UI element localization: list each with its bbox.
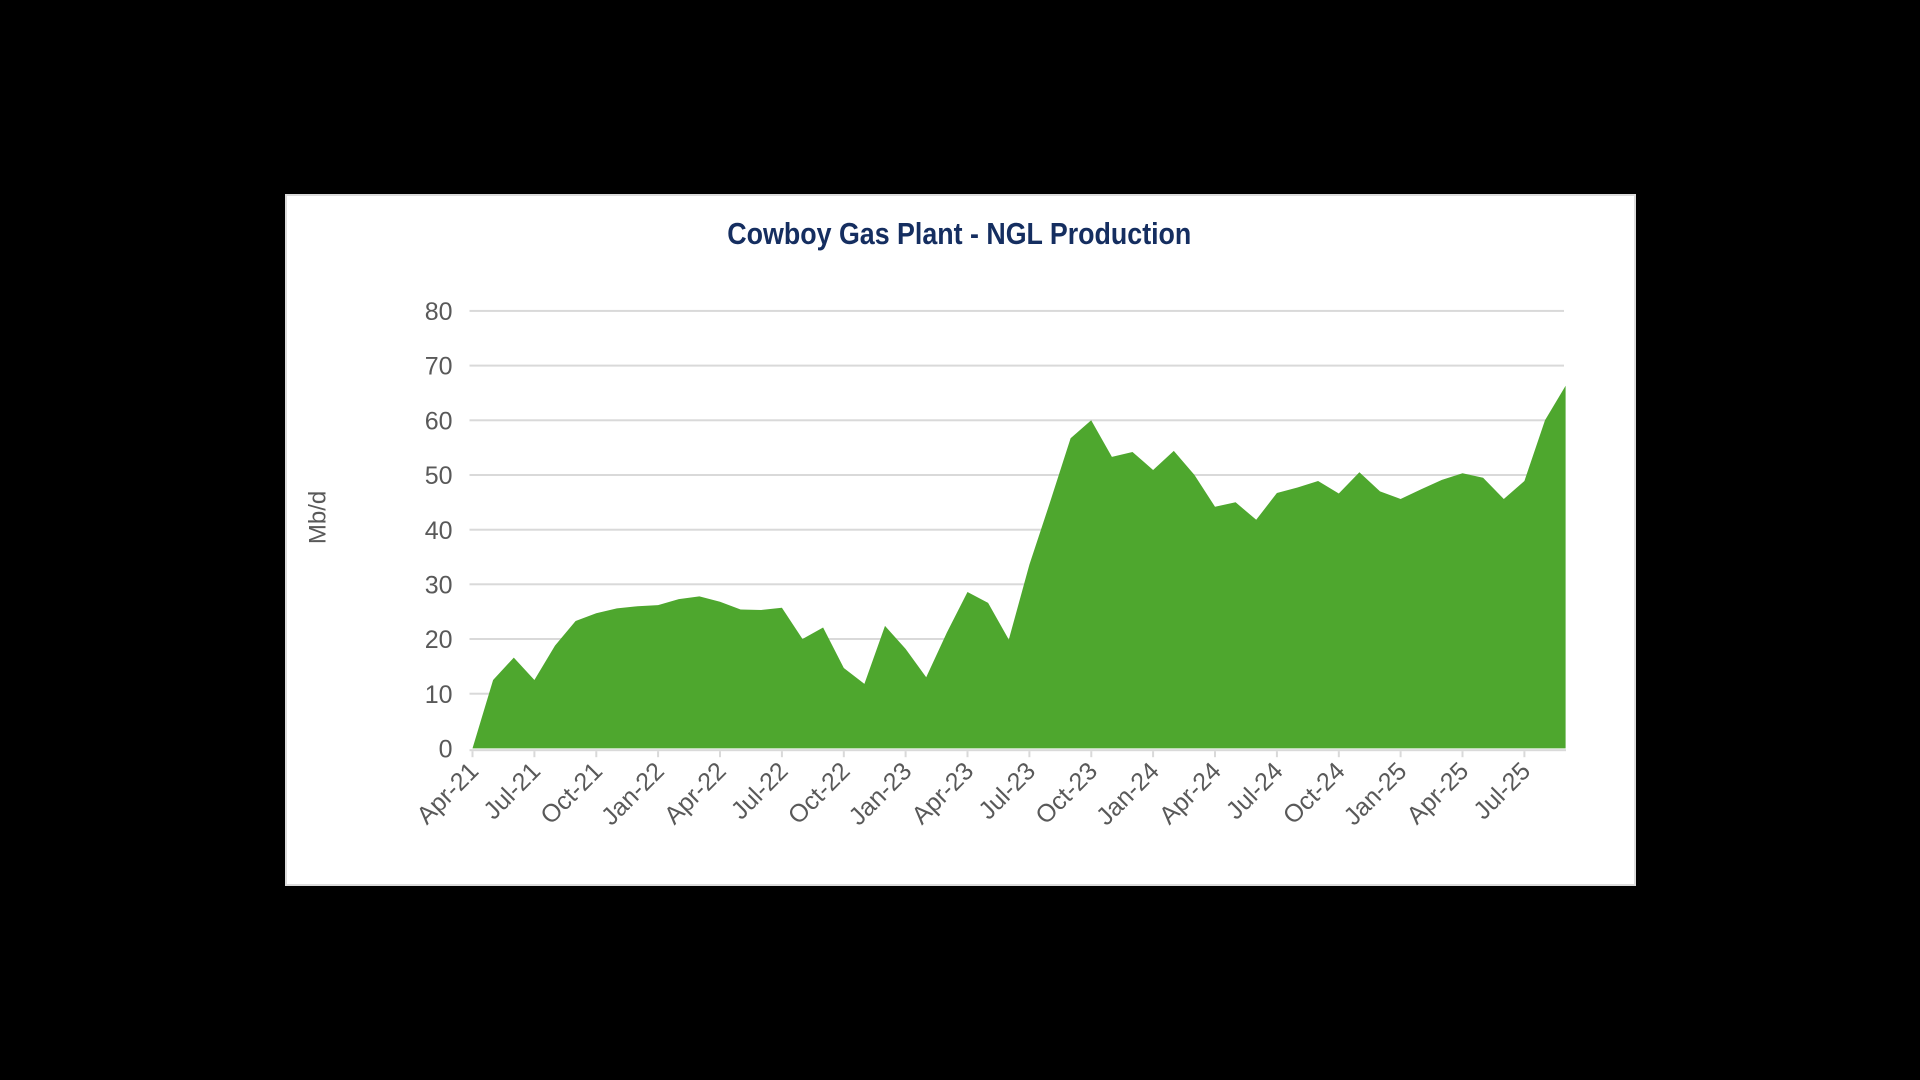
svg-text:50: 50: [425, 462, 453, 490]
svg-text:Apr-24: Apr-24: [1154, 757, 1227, 830]
svg-text:0: 0: [439, 736, 453, 764]
svg-text:Mb/d: Mb/d: [305, 491, 332, 544]
svg-text:80: 80: [425, 298, 453, 326]
svg-text:20: 20: [425, 626, 453, 654]
svg-text:Jan-22: Jan-22: [596, 757, 670, 831]
svg-text:Jul-23: Jul-23: [973, 757, 1041, 825]
svg-text:60: 60: [425, 407, 453, 435]
svg-text:Jan-24: Jan-24: [1091, 757, 1165, 831]
svg-text:Cowboy Gas Plant - NGL Product: Cowboy Gas Plant - NGL Production: [727, 216, 1191, 251]
svg-text:30: 30: [425, 571, 453, 599]
svg-text:Oct-21: Oct-21: [535, 757, 608, 830]
svg-text:Jan-23: Jan-23: [843, 757, 917, 831]
svg-text:Apr-22: Apr-22: [659, 757, 732, 830]
svg-text:Oct-24: Oct-24: [1278, 757, 1351, 830]
svg-text:Jan-25: Jan-25: [1338, 757, 1412, 831]
svg-text:Jul-22: Jul-22: [726, 757, 794, 825]
svg-text:70: 70: [425, 353, 453, 381]
svg-text:Apr-21: Apr-21: [411, 757, 484, 830]
svg-text:Apr-25: Apr-25: [1401, 757, 1474, 830]
svg-text:Jul-21: Jul-21: [478, 757, 546, 825]
svg-text:Jul-25: Jul-25: [1468, 757, 1536, 825]
svg-text:Apr-23: Apr-23: [906, 757, 979, 830]
svg-text:40: 40: [425, 517, 453, 545]
svg-text:Oct-23: Oct-23: [1030, 757, 1103, 830]
svg-text:Jul-24: Jul-24: [1221, 757, 1289, 825]
svg-text:10: 10: [425, 681, 453, 709]
svg-text:Oct-22: Oct-22: [783, 757, 856, 830]
